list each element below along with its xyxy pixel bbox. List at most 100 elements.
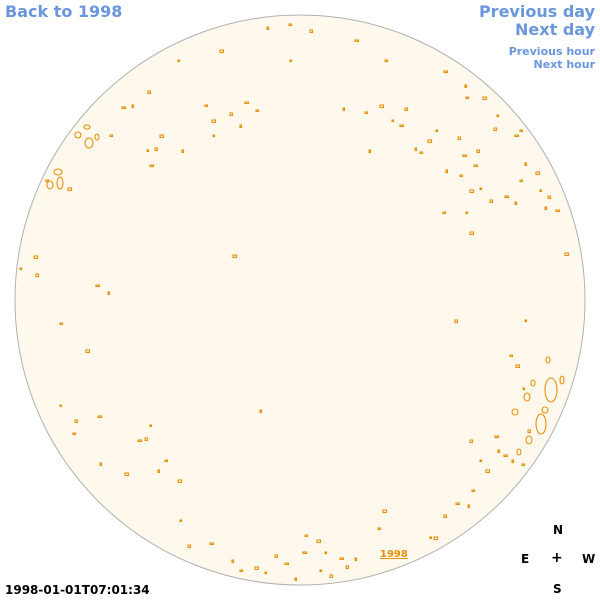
contour-feature (544, 377, 558, 403)
contour-feature (83, 124, 91, 130)
back-to-year-link[interactable]: Back to 1998 (5, 2, 123, 21)
solar-disk (14, 14, 586, 586)
contour-feature (74, 131, 82, 139)
next-day-link[interactable]: Next day (515, 20, 595, 39)
contour-speck (146, 149, 150, 153)
contour-speck (294, 577, 298, 582)
contour-speck (377, 527, 382, 531)
year-marker-link[interactable]: 1998 (380, 549, 408, 560)
contour-speck (479, 187, 483, 191)
contour-speck (85, 349, 91, 354)
contour-speck (97, 415, 103, 419)
contour-feature (56, 176, 64, 190)
contour-speck (181, 149, 185, 154)
contour-speck (154, 147, 159, 152)
contour-speck (445, 169, 449, 174)
contour-speck (467, 504, 471, 509)
contour-speck (144, 437, 149, 442)
contour-speck (284, 562, 290, 566)
contour-speck (239, 124, 243, 129)
contour-speck (404, 107, 409, 112)
previous-hour-link[interactable]: Previous hour (508, 45, 595, 58)
contour-speck (229, 112, 234, 117)
contour-speck (464, 84, 468, 89)
contour-speck (494, 435, 500, 439)
contour-speck (137, 439, 143, 443)
contour-speck (107, 291, 111, 296)
contour-speck (479, 459, 483, 463)
contour-speck (427, 139, 433, 144)
contour-speck (354, 39, 360, 43)
contour-speck (442, 211, 447, 215)
contour-speck (519, 179, 524, 183)
contour-speck (459, 174, 464, 178)
compass-center: + (551, 550, 563, 566)
contour-feature (523, 392, 531, 402)
contour-speck (476, 149, 481, 154)
contour-speck (368, 149, 372, 154)
contour-speck (521, 463, 526, 467)
contour-speck (19, 267, 23, 271)
contour-speck (302, 551, 308, 555)
contour-feature (559, 375, 565, 385)
contour-speck (264, 571, 268, 575)
contour-speck (204, 104, 209, 108)
contour-feature (94, 133, 100, 141)
contour-speck (504, 195, 510, 199)
contour-speck (511, 459, 515, 464)
next-hour-link[interactable]: Next hour (533, 58, 596, 71)
contour-speck (259, 409, 263, 414)
contour-speck (485, 469, 491, 474)
contour-speck (429, 536, 433, 540)
contour-speck (497, 449, 501, 454)
contour-speck (121, 106, 127, 110)
contour-speck (457, 136, 462, 141)
contour-speck (522, 387, 526, 391)
contour-feature (46, 180, 54, 190)
contour-speck (342, 107, 346, 112)
contour-speck (469, 231, 475, 236)
active-region-contours (19, 23, 570, 582)
contour-speck (419, 151, 424, 155)
contour-speck (469, 189, 475, 194)
contour-feature (53, 168, 63, 176)
contour-speck (274, 554, 279, 559)
contour-speck (514, 134, 520, 138)
contour-speck (469, 439, 474, 444)
contour-speck (471, 489, 476, 493)
contour-speck (149, 164, 155, 168)
contour-speck (433, 536, 439, 541)
previous-day-link[interactable]: Previous day (478, 2, 595, 21)
contour-speck (59, 322, 64, 326)
observation-timestamp: 1998-01-01T07:01:34 (5, 583, 150, 597)
contour-speck (187, 544, 192, 549)
contour-speck (489, 199, 494, 204)
contour-feature (545, 356, 551, 364)
contour-speck (159, 134, 165, 139)
contour-speck (232, 254, 238, 259)
contour-speck (339, 557, 345, 561)
contour-speck (524, 162, 528, 167)
contour-speck (157, 469, 161, 474)
contour-speck (473, 164, 479, 168)
contour-speck (255, 109, 260, 113)
contour-speck (443, 514, 448, 519)
contour-speck (455, 502, 461, 506)
contour-speck (177, 59, 181, 63)
contour-speck (254, 566, 260, 571)
compass-east: E (521, 552, 530, 566)
contour-feature (530, 379, 536, 387)
contour-speck (67, 187, 73, 192)
contour-feature (541, 406, 549, 414)
contour-speck (131, 104, 135, 109)
contour-speck (414, 147, 418, 152)
contour-speck (304, 534, 309, 538)
contour-speck (219, 49, 225, 54)
contour-speck (266, 26, 270, 31)
contour-speck (465, 211, 469, 215)
contour-speck (149, 424, 153, 428)
contour-feature (525, 435, 533, 445)
contour-feature (511, 408, 519, 416)
contour-speck (45, 179, 50, 183)
